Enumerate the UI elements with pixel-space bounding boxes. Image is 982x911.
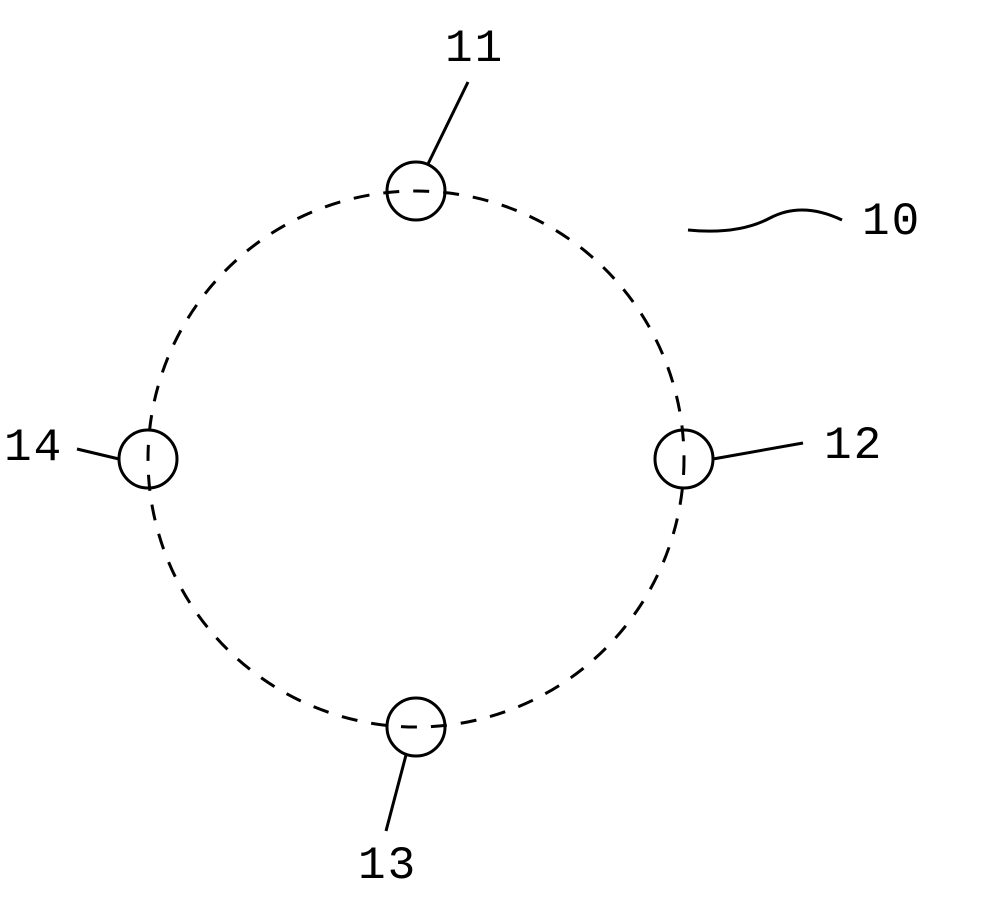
label-14: 14 bbox=[4, 422, 63, 474]
leader-12 bbox=[713, 443, 803, 459]
label-11: 11 bbox=[445, 23, 504, 75]
label-12: 12 bbox=[824, 420, 883, 472]
leader-14 bbox=[77, 449, 119, 459]
label-10: 10 bbox=[862, 196, 921, 248]
leader-11 bbox=[428, 82, 468, 164]
leader-13 bbox=[386, 755, 406, 831]
main-circle bbox=[148, 191, 684, 727]
label-13: 13 bbox=[358, 840, 417, 892]
leader-10 bbox=[688, 210, 842, 231]
